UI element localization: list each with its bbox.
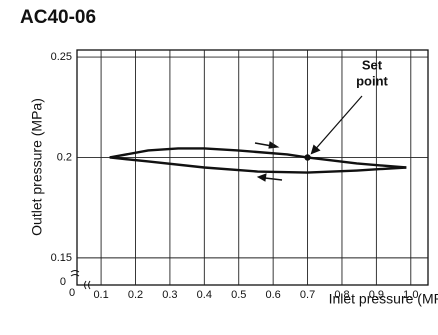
y-tick-label: 0 xyxy=(60,276,66,288)
chart-title: AC40-06 xyxy=(20,7,96,28)
x-tick-label: 0.6 xyxy=(265,289,280,301)
x-tick-label: 0.2 xyxy=(128,289,143,301)
x-axis-label: Inlet pressure (MPa) xyxy=(329,291,438,307)
x-tick-label: 1.0 xyxy=(403,289,418,301)
annotation-text: point xyxy=(356,73,388,88)
x-tick-label: 0.7 xyxy=(300,289,315,301)
plot-frame xyxy=(76,49,429,286)
x-tick-label: 0.4 xyxy=(197,289,212,301)
arrowhead xyxy=(256,173,267,182)
annotation-arrow xyxy=(312,95,363,153)
curve xyxy=(109,147,407,169)
y-tick-label: 0.25 xyxy=(51,51,72,63)
y-axis-label: Outlet pressure (MPa) xyxy=(29,98,45,236)
x-tick-label: 0.9 xyxy=(369,289,384,301)
set-point xyxy=(304,154,311,161)
flow-arrows xyxy=(254,141,283,182)
annotation-text: Set xyxy=(362,57,383,72)
x-tick-label: 0.3 xyxy=(162,289,177,301)
x-tick-label: 0.1 xyxy=(93,289,108,301)
x-break xyxy=(84,280,91,290)
y-tick-label: 0.2 xyxy=(57,151,72,163)
axis-break xyxy=(70,270,91,290)
x-tick-label: 0.5 xyxy=(231,289,246,301)
y-tick-label: 0.15 xyxy=(51,252,72,264)
y-break xyxy=(70,270,80,277)
x-tick-label: 0 xyxy=(69,287,75,299)
curve xyxy=(109,156,407,174)
arrowhead xyxy=(310,144,321,155)
x-tick-label: 0.8 xyxy=(334,289,349,301)
